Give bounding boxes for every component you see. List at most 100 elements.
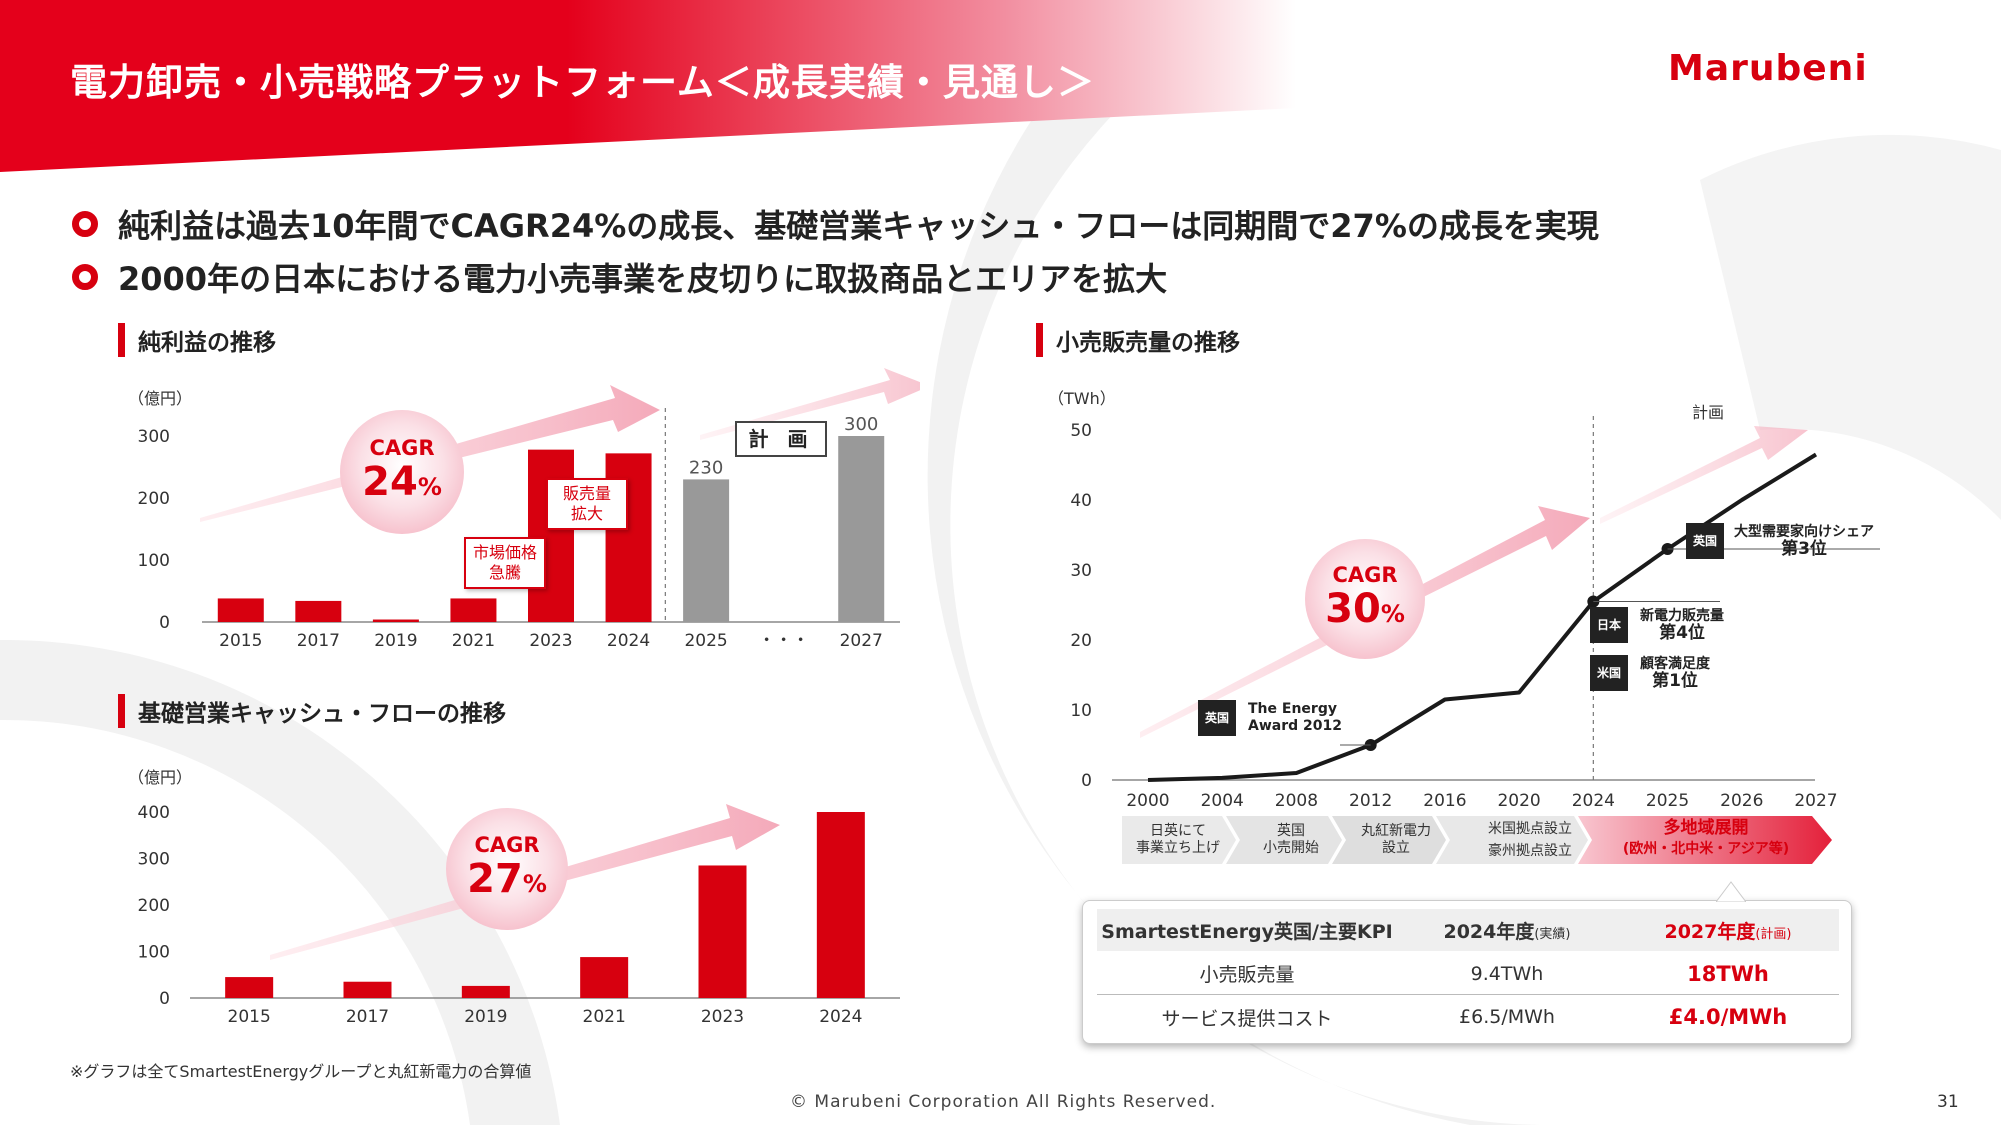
bar-2017 <box>343 981 392 998</box>
table-pointer <box>1716 881 1746 902</box>
x-tick-label: 2021 <box>452 631 495 651</box>
kpi-cell: 18TWh <box>1687 961 1769 986</box>
bar-2015 <box>225 977 274 998</box>
timeline-label-4: 米国拠点設立 豪州拠点設立 <box>1455 818 1605 862</box>
bar-2024 <box>816 812 865 998</box>
award-line1: 新電力販売量 <box>1640 608 1724 624</box>
bullet-retail: 2000年の日本における電力小売事業を皮切りに取扱商品とエリアを拡大 <box>72 254 1167 300</box>
x-tick-label: 2019 <box>374 631 417 651</box>
kpi-header-2027-plan: (計画) <box>1755 926 1792 942</box>
kpi-header-2024: 2024年度(実績) <box>1397 917 1617 944</box>
y-tick-label: 100 <box>138 551 170 571</box>
cagr-pct: % <box>417 472 442 501</box>
y-tick-label: 300 <box>138 427 170 447</box>
net-income-cagr-badge: CAGR 24% <box>340 410 464 534</box>
award-line2: 第4位 <box>1659 623 1705 643</box>
x-tick-label: 2015 <box>228 1007 271 1027</box>
timeline-label-1: 日英にて 事業立ち上げ <box>1136 823 1220 856</box>
cagr-label: CAGR <box>369 435 435 460</box>
cagr-pct: % <box>1380 599 1405 628</box>
award-energy-award: 英国 The Energy Award 2012 <box>1198 700 1342 736</box>
timeline-au: 豪州拠点設立 <box>1488 843 1572 859</box>
page-number: 31 <box>1937 1092 1959 1112</box>
y-tick-label: 200 <box>138 896 170 916</box>
x-tick-label: 2015 <box>219 631 262 651</box>
x-tick-label: 2025 <box>1646 791 1689 811</box>
award-text: 大型需要家向けシェア 第3位 <box>1734 524 1874 558</box>
timeline-label-3: 丸紅新電力 設立 <box>1361 823 1431 856</box>
kpi-header-row: SmartestEnergy英国/主要KPI 2024年度(実績) 2027年度… <box>1097 909 1839 951</box>
award-tag-uk: 英国 <box>1198 700 1236 736</box>
y-tick-label: 100 <box>138 943 170 963</box>
kpi-cell: サービス提供コスト <box>1161 1007 1333 1030</box>
cash-flow-unit: （億円） <box>128 768 193 787</box>
kpi-header-2024-year: 2024年度 <box>1443 920 1535 943</box>
award-tag-uk: 英国 <box>1686 523 1724 559</box>
x-tick-label: ・・・ <box>758 631 809 651</box>
y-tick-label: 50 <box>1070 421 1092 441</box>
heading-text: 小売販売量の推移 <box>1056 330 1240 356</box>
x-tick-label: 2024 <box>819 1007 862 1027</box>
x-tick-label: 2000 <box>1126 791 1169 811</box>
award-line2: 第1位 <box>1652 671 1698 691</box>
kpi-cell: 小売販売量 <box>1199 964 1295 986</box>
y-tick-label: 20 <box>1070 631 1092 651</box>
net-income-chart: 0 100 200 300 2015 2017 2019 2021 2023 2024 2025 23… <box>138 368 920 651</box>
kpi-row-cost: サービス提供コスト £6.5/MWh £4.0/MWh <box>1097 996 1839 1038</box>
kpi-header-2027: 2027年度(計画) <box>1617 917 1839 944</box>
cagr-pct: % <box>522 869 547 898</box>
bar-2021 <box>580 957 629 998</box>
bullet-text: 2000年の日本における電力小売事業を皮切りに取扱商品とエリアを拡大 <box>118 260 1168 298</box>
bar-data-label: 230 <box>689 457 723 478</box>
heading-text: 純利益の推移 <box>138 330 276 356</box>
cagr-value: 24 <box>362 458 418 505</box>
y-tick-label: 0 <box>159 613 170 633</box>
y-tick-label: 30 <box>1070 561 1092 581</box>
y-tick-label: 0 <box>159 989 170 1009</box>
bullet-net-income: 純利益は過去10年間でCAGR24%の成長、基礎営業キャッシュ・フローは同期間で… <box>72 201 1599 247</box>
x-tick-label: 2021 <box>583 1007 626 1027</box>
cash-flow-cagr-badge: CAGR 27% <box>446 808 568 930</box>
timeline-step-1 <box>1122 816 1236 864</box>
retail-cagr-badge: CAGR 30% <box>1305 539 1425 659</box>
kpi-row-volume: 小売販売量 9.4TWh 18TWh <box>1097 953 1839 995</box>
timeline-multi-region: 多地域展開 <box>1663 818 1749 838</box>
x-tick-label: 2025 <box>684 631 727 651</box>
x-tick-label: 2024 <box>607 631 650 651</box>
bar-2023 <box>698 865 747 998</box>
x-tick-label: 2027 <box>1794 791 1837 811</box>
heading-bar <box>118 323 125 357</box>
y-tick-label: 400 <box>138 803 170 823</box>
timeline-label-5: 多地域展開 (欧州・北中米・アジア等) <box>1600 818 1812 860</box>
x-tick-label: 2004 <box>1201 791 1244 811</box>
bar-2025 <box>683 479 730 622</box>
callout-market-price: 市場価格 急騰 <box>464 537 546 589</box>
award-uk-share: 英国 大型需要家向けシェア 第3位 <box>1686 523 1874 559</box>
x-tick-label: 2019 <box>464 1007 507 1027</box>
bar-data-label: 300 <box>844 414 878 435</box>
kpi-table: SmartestEnergy英国/主要KPI 2024年度(実績) 2027年度… <box>1082 900 1852 1044</box>
x-tick-label: 2012 <box>1349 791 1392 811</box>
kpi-header-label: SmartestEnergy英国/主要KPI <box>1101 920 1393 943</box>
retail-volume-heading: 小売販売量の推移 <box>1036 323 1240 357</box>
timeline-step-5 <box>1578 816 1832 864</box>
award-text: The Energy Award 2012 <box>1248 701 1342 735</box>
footnote: ※グラフは全てSmartestEnergyグループと丸紅新電力の合算値 <box>70 1062 532 1081</box>
timeline-label-2: 英国 小売開始 <box>1263 823 1319 856</box>
timeline-chevrons <box>1122 816 1832 864</box>
growth-arrow-plan <box>1600 426 1808 524</box>
bar-2015 <box>217 598 264 622</box>
net-income-heading: 純利益の推移 <box>118 323 276 357</box>
kpi-cell: £4.0/MWh <box>1668 1005 1788 1029</box>
award-text: 顧客満足度 第1位 <box>1640 656 1710 690</box>
bar-2021 <box>450 598 497 622</box>
award-line2: Award 2012 <box>1248 718 1342 734</box>
bar-2017 <box>295 600 342 622</box>
y-tick-label: 0 <box>1081 771 1092 791</box>
award-tag-japan: 日本 <box>1590 607 1628 643</box>
award-us-satisfaction: 米国 顧客満足度 第1位 <box>1590 655 1710 691</box>
x-tick-label: 2026 <box>1720 791 1763 811</box>
award-line1: 大型需要家向けシェア <box>1734 524 1874 540</box>
x-tick-label: 2017 <box>346 1007 389 1027</box>
kpi-cell: 9.4TWh <box>1470 962 1544 985</box>
